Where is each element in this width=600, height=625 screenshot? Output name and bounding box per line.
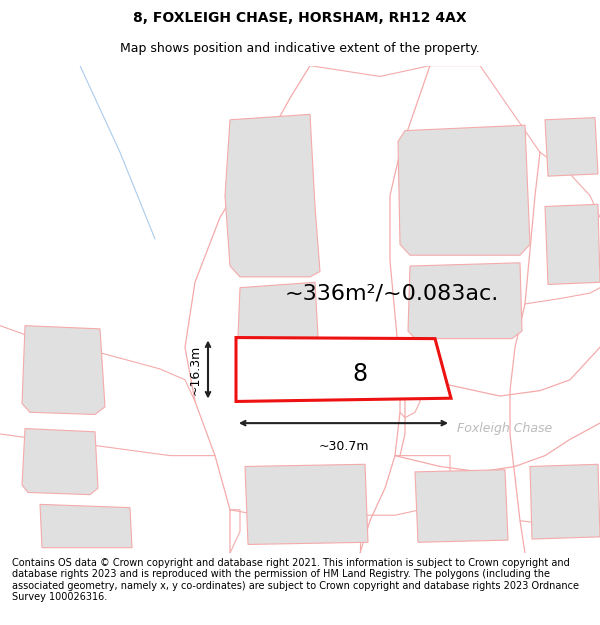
Polygon shape [398, 125, 530, 255]
Polygon shape [236, 338, 451, 401]
Text: ~16.3m: ~16.3m [189, 344, 202, 394]
Text: 8, FOXLEIGH CHASE, HORSHAM, RH12 4AX: 8, FOXLEIGH CHASE, HORSHAM, RH12 4AX [133, 11, 467, 26]
Polygon shape [22, 429, 98, 494]
Polygon shape [238, 282, 318, 345]
Text: Foxleigh Chase: Foxleigh Chase [457, 422, 553, 435]
Polygon shape [530, 464, 600, 539]
Polygon shape [408, 262, 522, 339]
Polygon shape [545, 204, 600, 284]
Text: ~336m²/~0.083ac.: ~336m²/~0.083ac. [285, 283, 499, 303]
Text: Contains OS data © Crown copyright and database right 2021. This information is : Contains OS data © Crown copyright and d… [12, 558, 579, 602]
Polygon shape [22, 326, 105, 414]
Polygon shape [225, 114, 320, 277]
Text: ~30.7m: ~30.7m [318, 441, 369, 454]
Text: Map shows position and indicative extent of the property.: Map shows position and indicative extent… [120, 42, 480, 55]
Polygon shape [245, 464, 368, 544]
Polygon shape [40, 504, 132, 548]
Polygon shape [545, 118, 598, 176]
Text: 8: 8 [352, 362, 367, 386]
Polygon shape [415, 470, 508, 542]
